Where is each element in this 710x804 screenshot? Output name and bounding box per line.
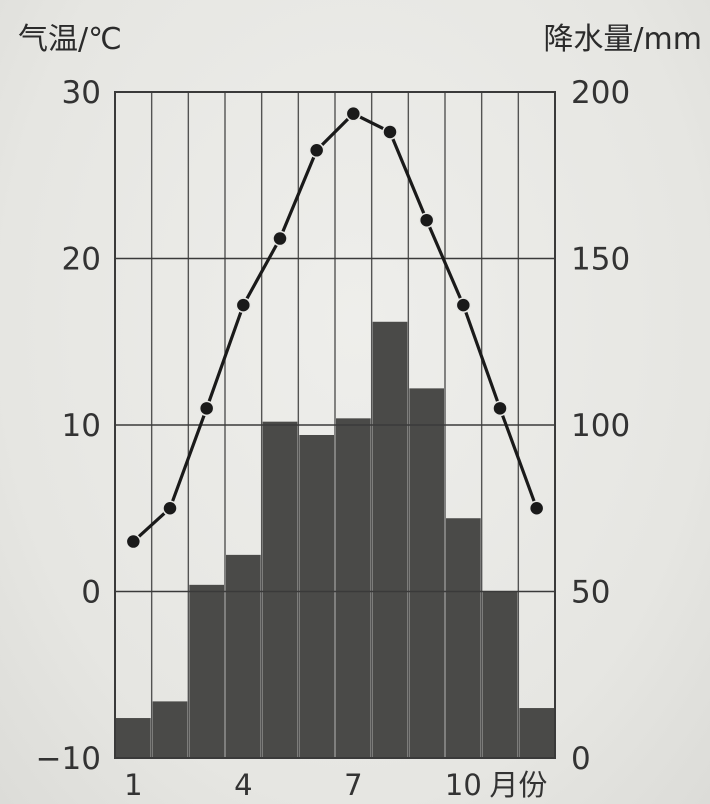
precipitation-tick-label: 200 <box>571 75 630 111</box>
precipitation-bar-3 <box>189 584 224 758</box>
month-tick-label: 7 <box>344 768 362 802</box>
temperature-point-11 <box>492 400 508 417</box>
precipitation-tick-label: 0 <box>571 741 591 777</box>
precipitation-bar-1 <box>116 718 151 758</box>
temperature-tick-label: 20 <box>62 242 101 278</box>
temperature-point-10 <box>455 297 472 313</box>
precipitation-bar-9 <box>409 388 444 758</box>
precipitation-bar-8 <box>372 321 408 758</box>
precipitation-bar-12 <box>519 708 554 758</box>
month-tick-label: 4 <box>234 768 252 802</box>
precipitation-bar-6 <box>299 434 334 758</box>
precipitation-tick-label: 150 <box>571 242 630 278</box>
temperature-axis-title: 气温/℃ <box>18 22 122 57</box>
temperature-point-12 <box>528 500 545 516</box>
precipitation-tick-label: 50 <box>571 575 610 611</box>
temperature-tick-label: 30 <box>62 75 101 111</box>
temperature-point-1 <box>125 533 142 550</box>
chart-grid <box>114 91 556 759</box>
precipitation-bar-7 <box>336 418 371 758</box>
temperature-point-3 <box>198 400 215 417</box>
precipitation-axis-title: 降水量/mm <box>543 22 702 57</box>
month-unit-label: 月份 <box>489 768 547 802</box>
precipitation-bar-2 <box>152 701 188 758</box>
temperature-point-9 <box>418 212 435 228</box>
temperature-polyline <box>132 112 539 543</box>
temperature-tick-label: 10 <box>62 408 101 444</box>
temperature-line <box>125 105 545 550</box>
temperature-point-7 <box>345 105 362 122</box>
temperature-point-6 <box>308 142 325 159</box>
month-tick-label: 1 <box>124 768 142 802</box>
temperature-point-8 <box>382 124 398 140</box>
precipitation-bars <box>116 321 554 758</box>
precipitation-bar-11 <box>482 591 518 758</box>
month-tick-label: 10 <box>445 768 482 802</box>
temperature-point-2 <box>162 500 178 516</box>
precipitation-tick-label: 100 <box>571 408 630 444</box>
temperature-point-5 <box>272 230 288 247</box>
temperature-point-4 <box>235 297 252 313</box>
temperature-tick-label: 0 <box>81 575 101 611</box>
temperature-tick-label: −10 <box>36 741 101 777</box>
precipitation-bar-5 <box>262 421 298 758</box>
precipitation-bar-4 <box>226 554 261 758</box>
precipitation-bar-10 <box>446 518 481 758</box>
